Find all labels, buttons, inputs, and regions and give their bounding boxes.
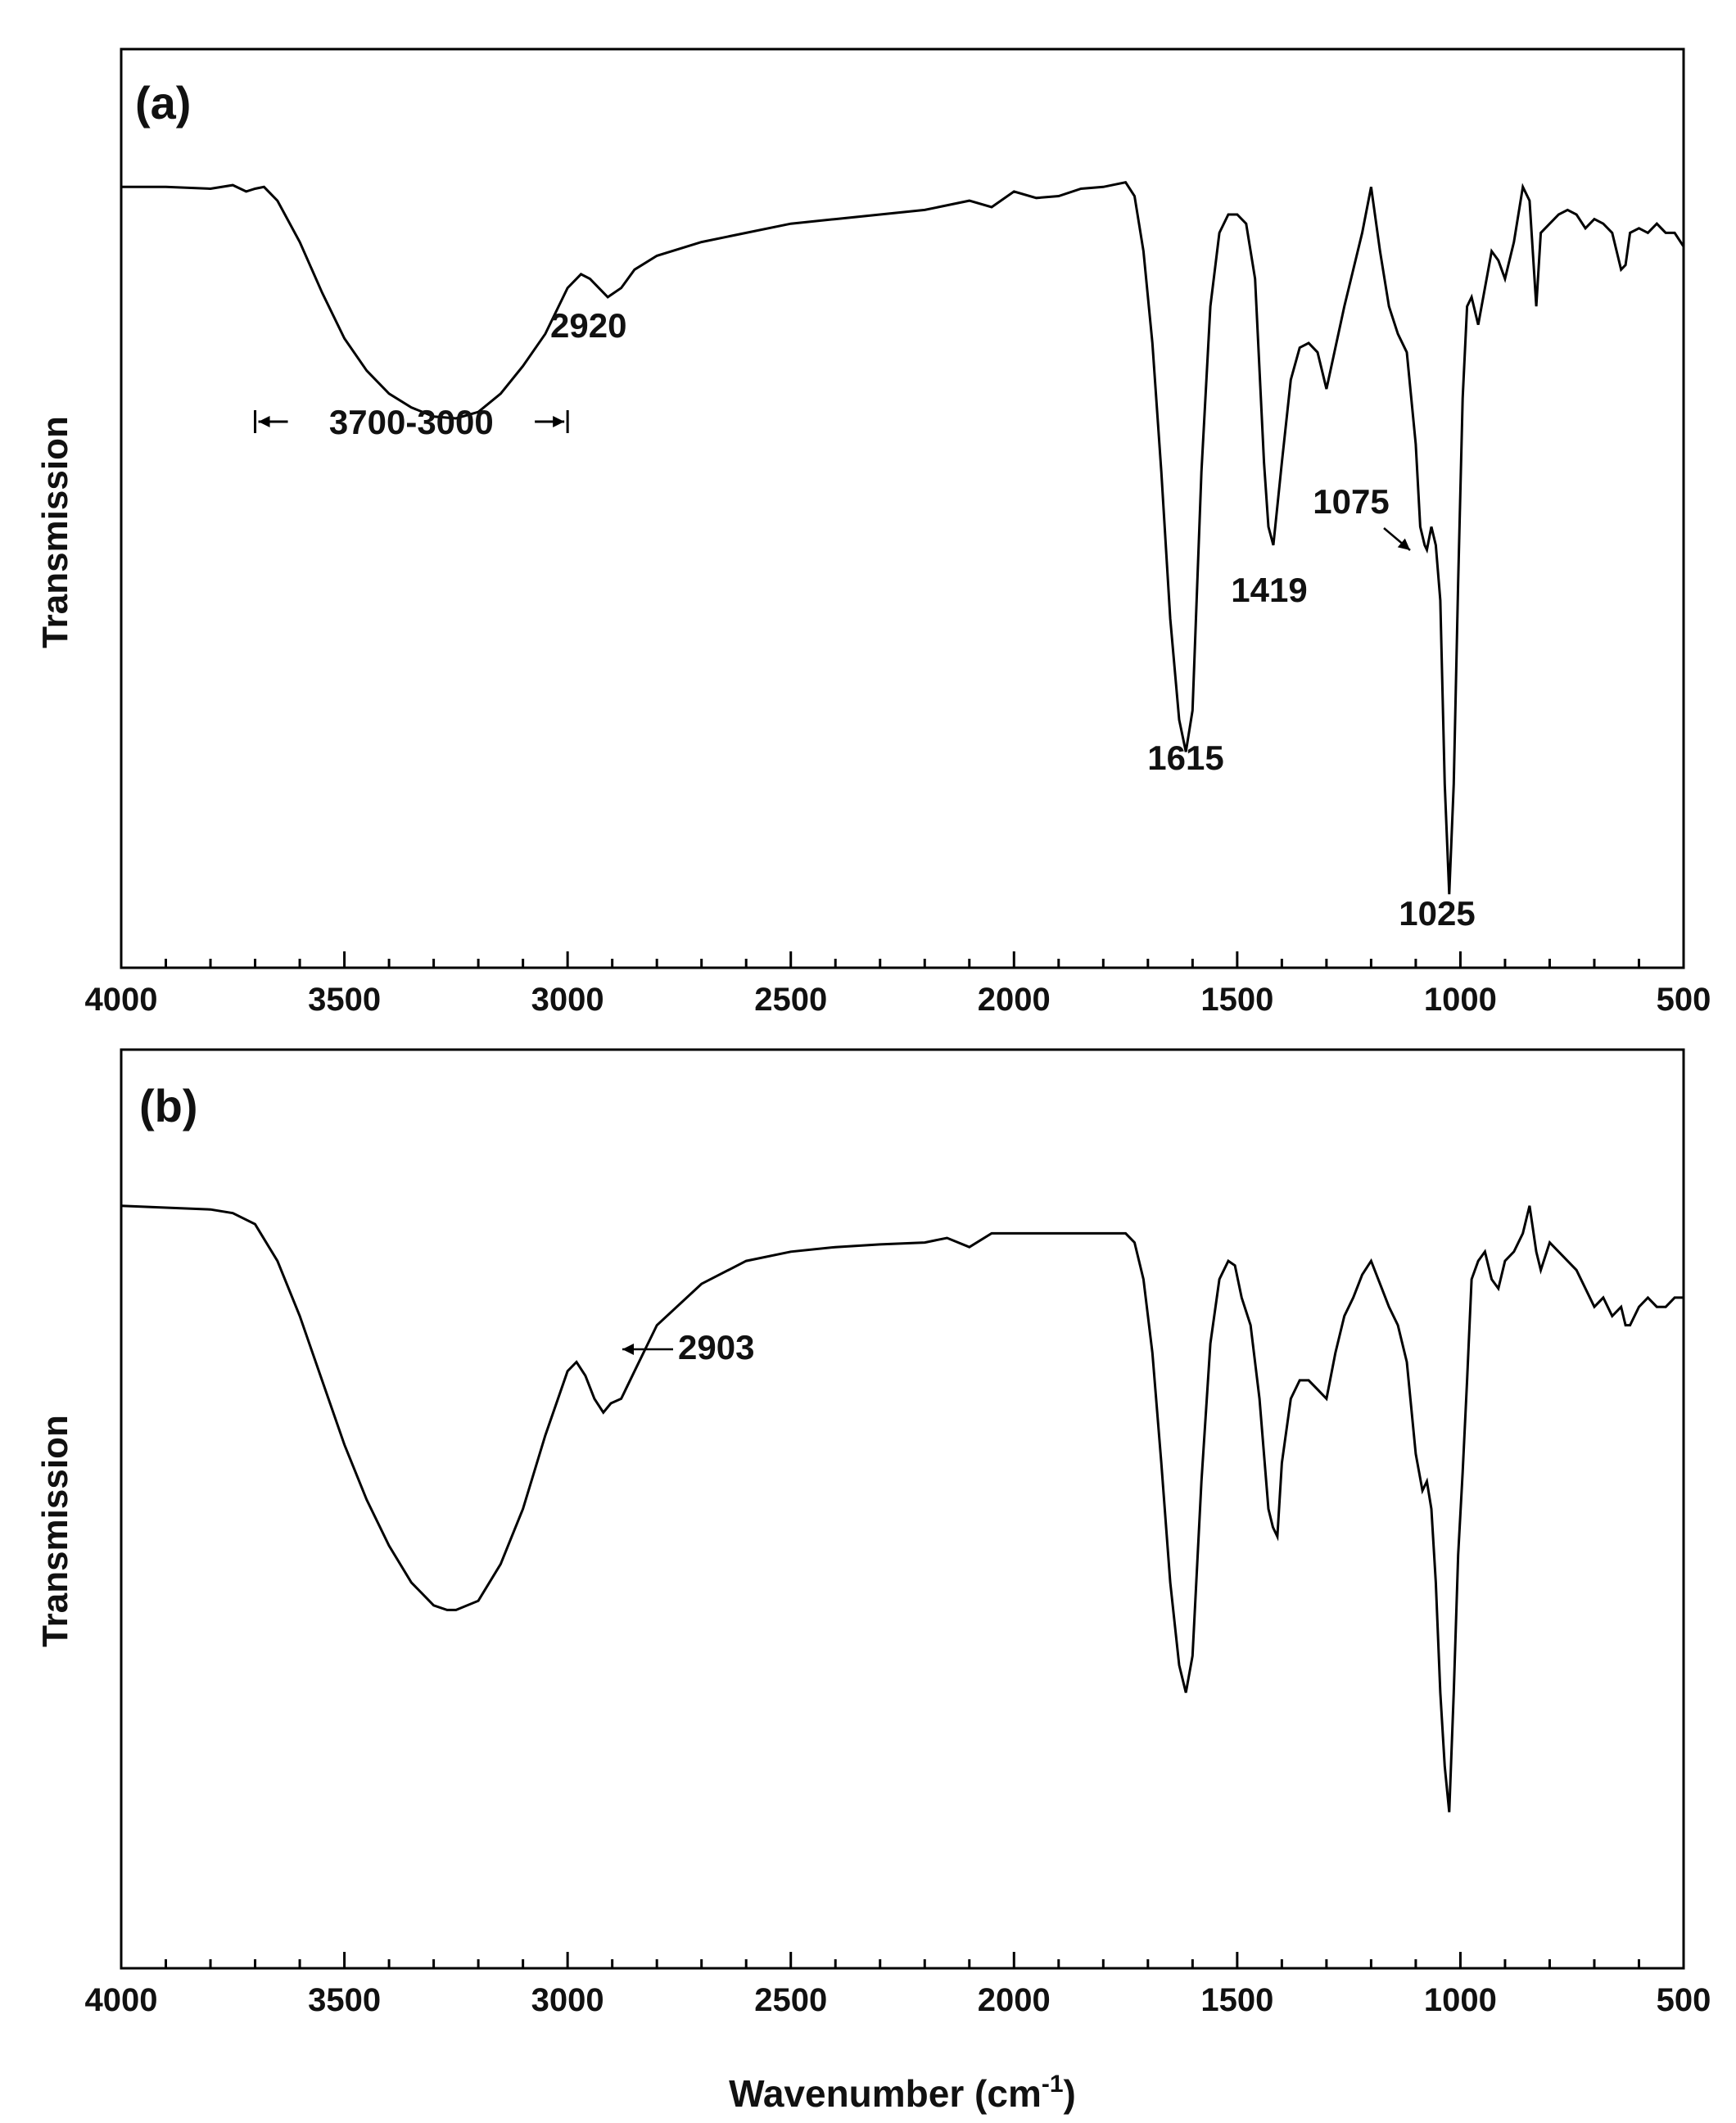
x-ticks-a: 4000 3500 3000 2500 2000 1500 1000 500 [85, 951, 1711, 1018]
spectrum-line-b [120, 1204, 1684, 1813]
x-tick-label: 3000 [531, 982, 604, 1018]
x-tick-label: 500 [1657, 982, 1711, 1018]
annotation-range-label: 3700-3000 [329, 403, 494, 441]
x-axis-label-main: Wavenumber (cm [729, 2072, 1042, 2115]
panel-label-b: (b) [139, 1080, 198, 1132]
annotation-label: 2920 [550, 306, 626, 345]
spectrum-line-a [121, 181, 1685, 895]
x-axis-label-suffix: ) [1064, 2072, 1076, 2115]
x-axis-label-superscript: -1 [1042, 2071, 1064, 2098]
x-tick-label: 1500 [1200, 982, 1273, 1018]
x-tick-label: 3000 [531, 1982, 604, 2018]
x-axis-label: Wavenumber (cm-1) [729, 2071, 1076, 2115]
range-arrowhead-left [258, 416, 270, 427]
annotations-b: 2903 [622, 1328, 754, 1366]
annotation-label: 1419 [1231, 571, 1307, 609]
plot-frame-b [120, 1048, 1685, 1970]
x-tick-label: 2500 [754, 982, 827, 1018]
x-tick-label: 3500 [308, 982, 381, 1018]
x-tick-label: 2000 [978, 1982, 1051, 2018]
x-tick-label: 3500 [308, 1982, 381, 2018]
x-tick-label: 2000 [978, 982, 1051, 1018]
annotation-label: 2903 [678, 1328, 754, 1366]
panel-label-a: (a) [135, 77, 191, 129]
annotations-a: 2920 3700-3000 1615 1419 1075 1025 [254, 306, 1476, 933]
y-axis-label-a: Transmission [35, 416, 75, 648]
annotation-label: 1615 [1147, 739, 1223, 777]
x-tick-label: 4000 [85, 982, 158, 1018]
x-ticks-b: 4000 3500 3000 2500 2000 1500 1000 500 [85, 1952, 1711, 2018]
annotation-arrowhead [1397, 538, 1410, 550]
panel-a: 4000 3500 3000 2500 2000 1500 1000 500 (a) Tran… [35, 47, 1711, 1018]
annotation-arrowhead [622, 1344, 634, 1355]
plot-frame-a [120, 47, 1685, 969]
x-tick-label: 1000 [1424, 1982, 1497, 2018]
y-axis-label-b: Transmission [35, 1415, 75, 1647]
panel-b: 4000 3500 3000 2500 2000 1500 1000 500 (b) Tran… [35, 1048, 1711, 2115]
x-tick-label: 4000 [85, 1982, 158, 2018]
x-tick-label: 1500 [1200, 1982, 1273, 2018]
x-tick-label: 2500 [754, 1982, 827, 2018]
x-tick-label: 500 [1657, 1982, 1711, 2018]
annotation-label: 1075 [1313, 482, 1389, 521]
x-tick-label: 1000 [1424, 982, 1497, 1018]
range-arrowhead-right [553, 416, 565, 427]
annotation-label: 1025 [1399, 894, 1475, 933]
